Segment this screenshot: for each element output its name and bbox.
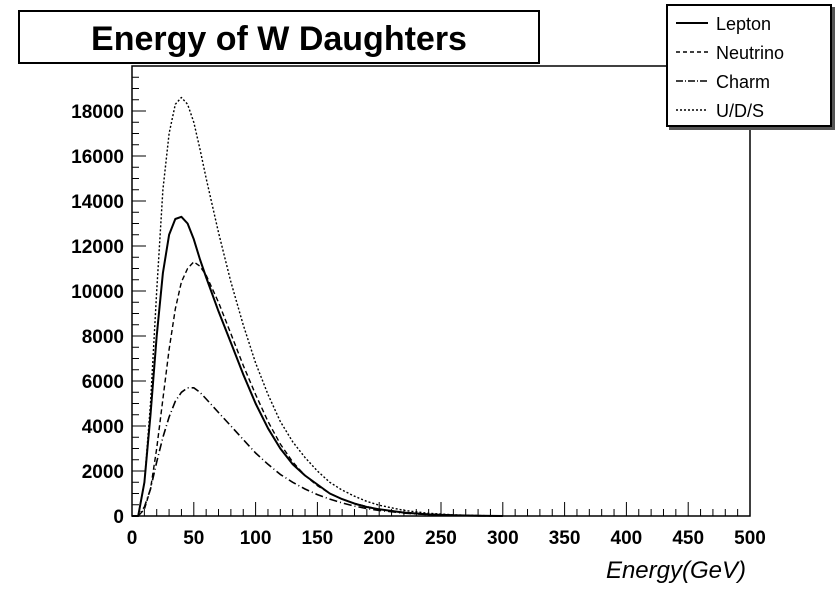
x-tick-label: 350 [549, 528, 581, 549]
x-axis: 0 50 100 150 200 250 300 350 400 450 500 [127, 502, 766, 549]
legend-swatch-neutrino [676, 51, 708, 53]
y-tick-label: 6000 [82, 372, 124, 393]
legend-swatch-lepton [676, 22, 708, 24]
y-tick-label: 4000 [82, 417, 124, 438]
chart-title: Energy of W Daughters [91, 20, 467, 58]
legend-item-uds: U/D/S [676, 99, 826, 121]
series-line-u-d-s [132, 96, 503, 517]
y-tick-label: 2000 [82, 462, 124, 483]
y-tick-label: 12000 [71, 237, 124, 258]
x-tick-label: 50 [183, 528, 204, 549]
legend-item-charm: Charm [676, 70, 826, 92]
series-line-lepton [132, 215, 503, 517]
legend-label-lepton: Lepton [716, 14, 772, 34]
legend-swatch-charm [676, 80, 708, 82]
x-tick-label: 400 [611, 528, 643, 549]
y-tick-label: 14000 [71, 192, 124, 213]
series-layer [132, 96, 503, 517]
y-axis: 0 2000 4000 6000 8000 10000 12000 14000 16000 180… [71, 65, 146, 528]
y-tick-label: 8000 [82, 327, 124, 348]
legend-label-charm: Charm [716, 72, 771, 92]
y-tick-label: 0 [113, 507, 124, 528]
legend-item-neutrino: Neutrino [676, 41, 826, 63]
x-tick-label: 100 [240, 528, 272, 549]
x-tick-label: 500 [734, 528, 766, 549]
chart-title-box: Energy of W Daughters [18, 10, 540, 64]
x-tick-label: 250 [425, 528, 457, 549]
y-tick-label: 16000 [71, 147, 124, 168]
x-tick-label: 0 [127, 528, 138, 549]
legend-swatch-uds [676, 109, 708, 111]
legend-label-neutrino: Neutrino [716, 43, 785, 63]
y-tick-label: 10000 [71, 282, 124, 303]
y-tick-label: 18000 [71, 102, 124, 123]
x-tick-label: 450 [672, 528, 704, 549]
series-line-charm [132, 387, 503, 517]
x-tick-label: 200 [363, 528, 395, 549]
plot-frame [131, 65, 751, 517]
x-tick-label: 300 [487, 528, 519, 549]
x-axis-title: Energy(GeV) [606, 557, 746, 584]
legend: Lepton Neutrino Charm U/D/S [666, 4, 832, 127]
legend-item-lepton: Lepton [676, 12, 826, 34]
series-line-neutrino [132, 261, 503, 517]
x-tick-label: 150 [302, 528, 334, 549]
legend-label-uds: U/D/S [716, 101, 765, 121]
